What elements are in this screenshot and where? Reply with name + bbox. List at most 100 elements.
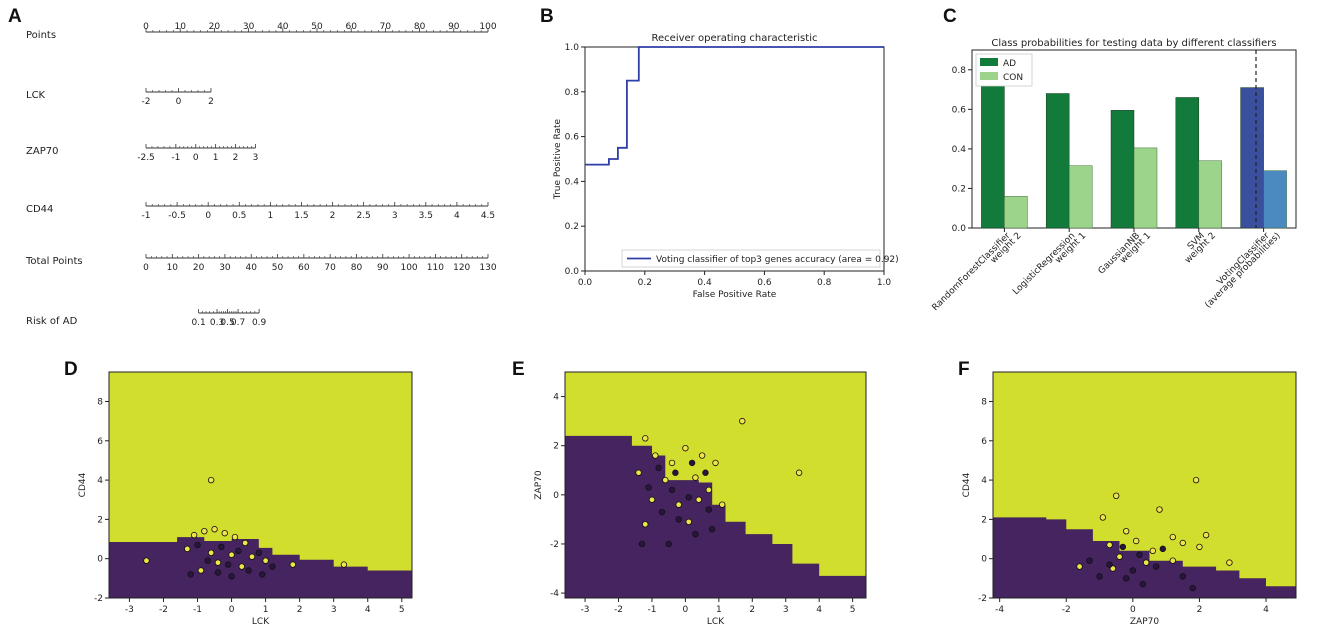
nomogram-tick-label: 10 xyxy=(174,22,186,32)
nomogram-tick-label: 2 xyxy=(208,97,214,107)
bar-legend-label-con: CON xyxy=(1003,73,1023,83)
decision-x-tick-label: 4 xyxy=(816,605,822,615)
nomogram-tick-label: -2 xyxy=(142,97,151,107)
scatter-point-class-1 xyxy=(1149,547,1157,555)
scatter-point-class-1 xyxy=(184,545,191,553)
bar-ad xyxy=(1175,97,1200,229)
nomogram-tick-label: 20 xyxy=(193,263,205,273)
scatter-point-class-1 xyxy=(1132,537,1140,545)
bar-ad xyxy=(1110,110,1135,229)
decision-x-label: LCK xyxy=(252,617,270,627)
decision-x-tick-label: 2 xyxy=(1197,605,1203,615)
decision-x-tick-label: 2 xyxy=(749,605,755,615)
scatter-point-class-0 xyxy=(685,494,692,501)
bar-y-tick-label: 0.2 xyxy=(952,184,966,194)
roc-x-tick-label: 1.0 xyxy=(877,278,892,288)
roc-panel: Receiver operating characteristic 0.0 0.2 0… xyxy=(553,33,899,300)
decision-x-tick-label: 0 xyxy=(1130,605,1136,615)
decision-y-label: ZAP70 xyxy=(534,470,544,499)
nomogram-tick-label: 10 xyxy=(167,263,179,273)
nomogram-row-label: Risk of AD xyxy=(26,316,78,327)
nomogram-tick-label: 20 xyxy=(209,22,221,32)
scatter-point-class-0 xyxy=(1139,581,1147,588)
decision-x-tick-label: -3 xyxy=(125,605,134,615)
bar-y-tick-label: 0.4 xyxy=(952,145,967,155)
decision-y-tick-label: 4 xyxy=(97,476,103,486)
scatter-point-class-1 xyxy=(692,474,699,481)
decision-x-tick-label: -2 xyxy=(614,605,623,615)
roc-x-tick-label: 0.4 xyxy=(697,278,712,288)
decision-x-tick-label: -1 xyxy=(647,605,656,615)
roc-legend-box xyxy=(621,249,881,268)
decision-x-tick-label: 4 xyxy=(365,605,371,615)
decision-y-tick-label: 0 xyxy=(981,555,987,565)
decision-y-tick-label: 6 xyxy=(981,437,987,447)
nomogram-tick-label: 2.5 xyxy=(356,211,370,221)
panel-label-e: E xyxy=(512,359,525,380)
scatter-point-class-1 xyxy=(201,527,208,535)
scatter-point-class-1 xyxy=(231,533,239,541)
scatter-point-class-1 xyxy=(207,549,215,556)
decision-panel-f: -4 -2 0 2 4 -2 0 2 4 6 8 ZAP70 CD44 xyxy=(962,371,1297,627)
nomogram-tick-label: 50 xyxy=(311,22,323,32)
nomogram-row-label: CD44 xyxy=(26,204,53,215)
scatter-point-class-0 xyxy=(224,561,232,568)
nomogram-tick-label: 50 xyxy=(272,263,284,273)
nomogram-tick-label: 4 xyxy=(454,211,460,221)
nomogram-tick-label: -2.5 xyxy=(137,153,155,163)
nomogram-tick-label: -0.5 xyxy=(168,211,186,221)
decision-plot-frame xyxy=(108,371,413,599)
decision-panel-e: -3 -2 -1 0 1 2 3 4 5 -4 -2 0 2 4 LCK ZAP70 xyxy=(534,371,867,627)
scatter-point-class-1 xyxy=(1099,514,1107,521)
scatter-point-class-0 xyxy=(675,516,682,523)
bar-y-tick-label: 0.6 xyxy=(952,105,967,115)
nomogram-tick-label: 80 xyxy=(351,263,363,273)
scatter-point-class-1 xyxy=(262,557,269,564)
roc-x-tick-label: 0.6 xyxy=(757,278,772,288)
scatter-point-class-1 xyxy=(238,563,245,570)
nomogram-tick-label: 40 xyxy=(246,263,258,273)
bar-con xyxy=(1068,165,1093,229)
roc-y-tick-label: 0.6 xyxy=(565,133,580,143)
decision-plot-frame xyxy=(564,371,867,599)
nomogram-tick-label: 2 xyxy=(233,153,239,163)
nomogram-row-label: Points xyxy=(26,30,56,41)
roc-x-tick-label: 0.8 xyxy=(817,278,832,288)
scatter-point-class-1 xyxy=(1156,506,1163,513)
nomogram-tick-label: 1.5 xyxy=(294,211,308,221)
nomogram-tick-label: 70 xyxy=(324,263,336,273)
nomogram-tick-label: 30 xyxy=(243,22,255,32)
scatter-point-class-0 xyxy=(708,526,716,533)
scatter-point-class-1 xyxy=(739,417,746,425)
decision-y-tick-label: 4 xyxy=(981,476,987,486)
roc-curve xyxy=(585,46,884,166)
scatter-point-class-1 xyxy=(668,459,676,467)
scatter-point-class-0 xyxy=(645,484,652,491)
scatter-point-class-1 xyxy=(642,435,649,442)
decision-x-tick-label: 5 xyxy=(399,605,405,615)
decision-panel-d: -3 -2 -1 0 1 2 3 4 5 -2 0 2 4 6 8 LCK CD44 xyxy=(78,371,413,627)
decision-y-tick-label: 6 xyxy=(97,437,103,447)
decision-y-tick-label: 2 xyxy=(97,515,103,525)
nomogram-row-label: Total Points xyxy=(25,256,83,267)
bar-con xyxy=(1004,196,1028,229)
scatter-point-class-1 xyxy=(214,559,222,566)
scatter-point-class-1 xyxy=(652,452,659,459)
scatter-point-class-1 xyxy=(718,501,726,508)
bar-category-label: VotingClassifier xyxy=(1216,231,1272,287)
scatter-point-class-0 xyxy=(204,557,211,564)
decision-x-label: ZAP70 xyxy=(1130,617,1159,627)
nomogram-tick-label: 0.3 xyxy=(210,318,224,328)
scatter-point-class-1 xyxy=(675,501,682,508)
decision-x-tick-label: 3 xyxy=(331,605,337,615)
roc-x-label: False Positive Rate xyxy=(693,290,777,300)
decision-x-tick-label: 1 xyxy=(716,605,722,615)
decision-x-tick-label: 1 xyxy=(263,605,269,615)
nomogram-tick-label: 80 xyxy=(414,22,426,32)
nomogram-tick-label: 30 xyxy=(219,263,231,273)
scatter-point-class-0 xyxy=(1159,545,1167,553)
scatter-point-class-0 xyxy=(245,567,252,574)
nomogram-tick-label: 0.7 xyxy=(231,318,245,328)
scatter-point-class-0 xyxy=(269,563,276,570)
scatter-point-class-1 xyxy=(228,551,235,558)
